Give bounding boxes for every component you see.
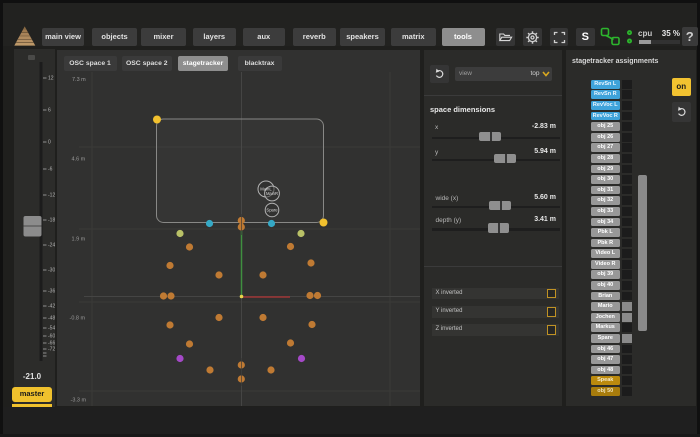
svg-text:-24: -24	[48, 243, 55, 249]
svg-text:-3.3 m: -3.3 m	[71, 398, 87, 404]
svg-text:-72: -72	[48, 347, 55, 353]
svg-text:6: 6	[48, 108, 51, 114]
svg-text:12: 12	[48, 76, 54, 82]
svg-text:-12: -12	[48, 193, 55, 199]
svg-text:-60: -60	[48, 334, 55, 340]
svg-text:-66: -66	[48, 341, 55, 347]
svg-text:Spare: Spare	[266, 208, 278, 213]
svg-text:MainL: MainL	[260, 187, 272, 192]
svg-text:1.9 m: 1.9 m	[72, 237, 86, 243]
svg-text:-6: -6	[48, 167, 53, 173]
svg-text:-18: -18	[48, 218, 55, 224]
svg-text:MainR: MainR	[266, 191, 278, 196]
svg-text:-48: -48	[48, 316, 55, 322]
svg-text:7.3 m: 7.3 m	[72, 77, 86, 83]
svg-text:0: 0	[48, 140, 51, 146]
svg-text:-54: -54	[48, 326, 55, 332]
svg-text:-42: -42	[48, 304, 55, 310]
svg-text:4.6 m: 4.6 m	[72, 157, 86, 163]
svg-text:-30: -30	[48, 268, 55, 274]
svg-text:-0.8 m: -0.8 m	[70, 316, 86, 322]
svg-text:-36: -36	[48, 289, 55, 295]
